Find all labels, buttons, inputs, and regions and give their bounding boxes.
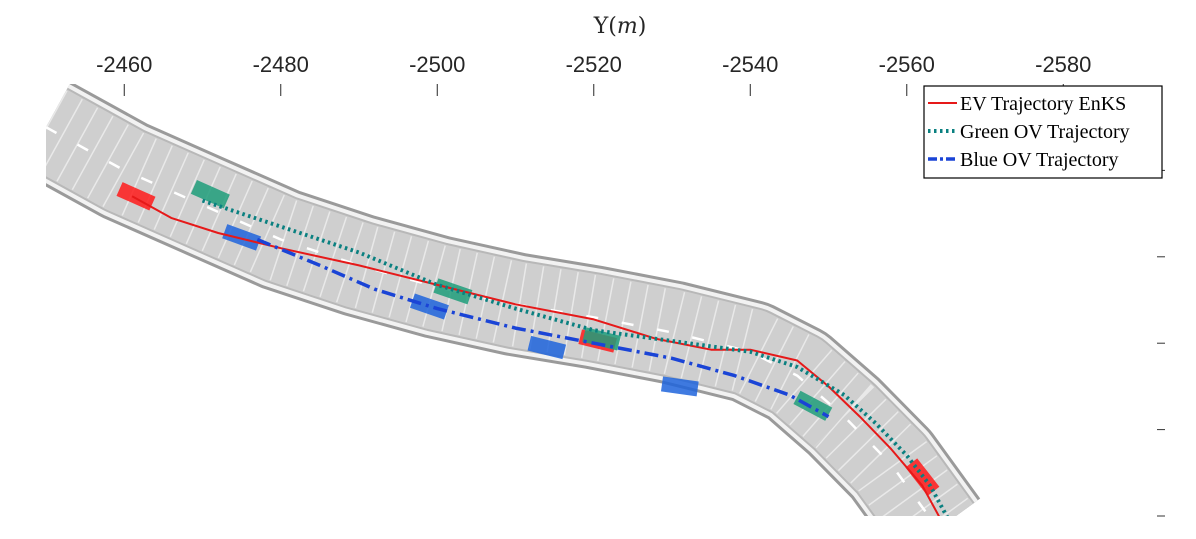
x-tick-label: -2560: [879, 52, 935, 77]
green-ov-vehicle: [582, 327, 621, 351]
legend-label: Green OV Trajectory: [960, 121, 1130, 143]
x-tick-label: -2500: [409, 52, 465, 77]
x-tick-label: -2480: [253, 52, 309, 77]
blue-ov-vehicle: [222, 224, 262, 251]
legend-label: EV Trajectory EnKS: [960, 93, 1126, 115]
green-ov-vehicle: [793, 390, 833, 421]
green-ov-vehicle: [190, 180, 230, 209]
trajectories: [131, 195, 949, 516]
blue-ov-vehicle: [527, 335, 567, 360]
plot-area: [46, 84, 981, 516]
legend: EV Trajectory EnKS Green OV Trajectory Blu…: [923, 85, 1163, 179]
x-tick-label: -2540: [722, 52, 778, 77]
x-tick-label: -2580: [1035, 52, 1091, 77]
legend-label: Blue OV Trajectory: [960, 149, 1119, 171]
x-axis-title: Y(m): [593, 14, 647, 39]
x-axis-ticks: -2460 -2480 -2500 -2520 -2540 -2560 -2580: [96, 52, 1091, 96]
x-tick-label: -2460: [96, 52, 152, 77]
x-tick-label: -2520: [566, 52, 622, 77]
y-axis-ticks: [1157, 169, 1165, 517]
lane-marking: [46, 126, 931, 516]
legend-box: [923, 85, 1163, 179]
blue-ov-vehicle: [409, 293, 449, 320]
blue-ov-vehicle: [660, 376, 699, 397]
road: [46, 84, 981, 516]
